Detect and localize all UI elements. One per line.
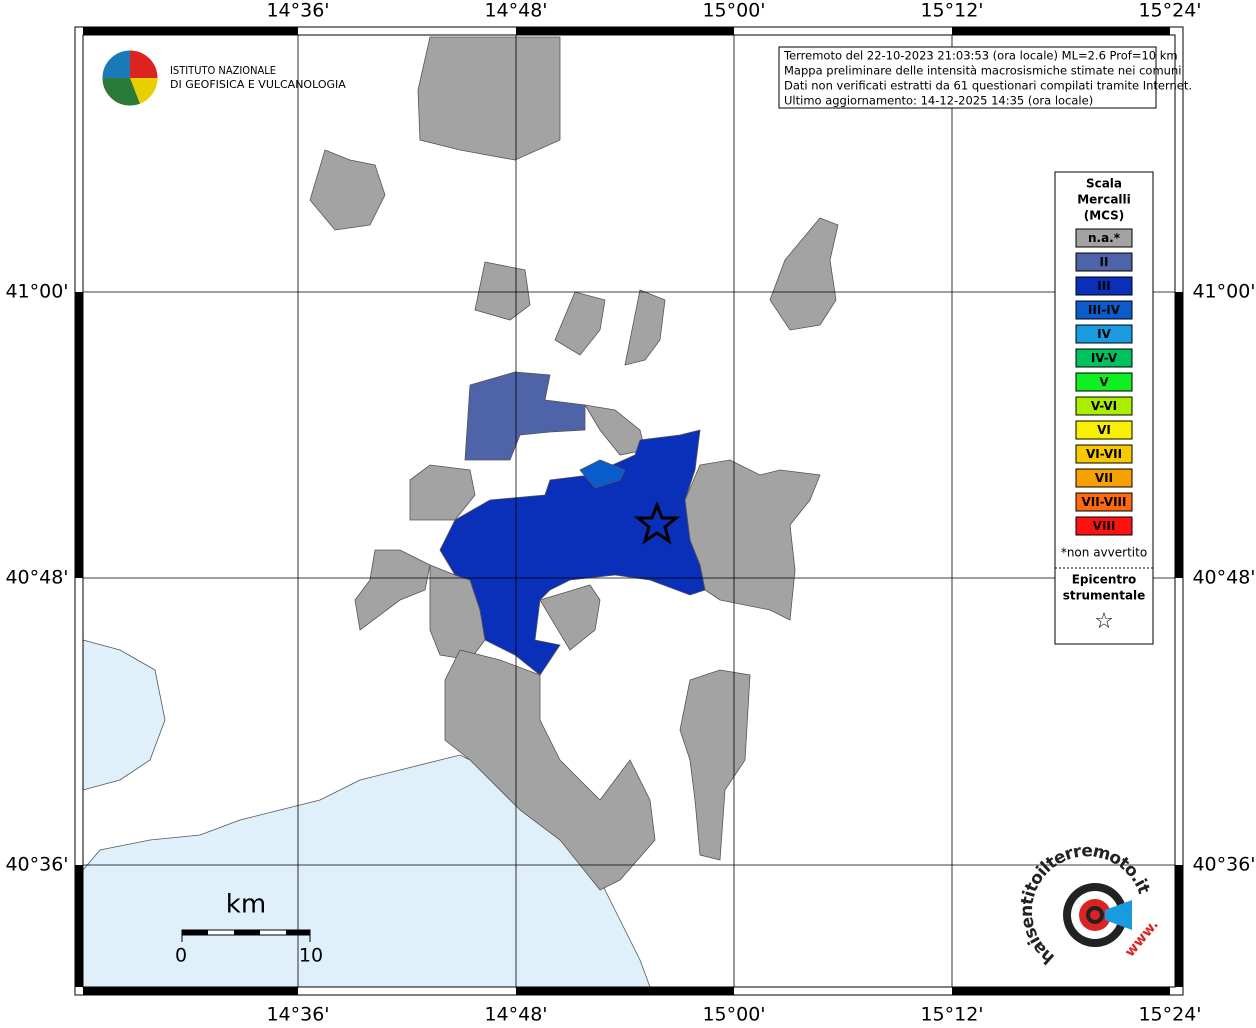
- legend-swatch: [1075, 324, 1133, 344]
- scale-label: 0: [175, 945, 187, 967]
- legend-epicenter: strumentale: [1063, 589, 1146, 603]
- lat-label: 41°00': [1192, 281, 1255, 303]
- legend-label: VI: [1097, 423, 1111, 437]
- legend-label: II: [1100, 255, 1109, 269]
- legend-label: V: [1099, 375, 1109, 389]
- legend-swatch: [1075, 228, 1133, 248]
- legend-label: VIII: [1093, 519, 1116, 533]
- legend-title: (MCS): [1084, 209, 1125, 223]
- lat-label: 40°36': [1192, 854, 1255, 876]
- legend-swatch: [1075, 444, 1133, 464]
- logo-line: DI GEOFISICA E VULCANOLOGIA: [170, 78, 346, 91]
- info-line: Terremoto del 22-10-2023 21:03:53 (ora l…: [783, 49, 1178, 63]
- legend-label: VI-VII: [1086, 447, 1122, 461]
- legend-swatch: [1075, 276, 1133, 296]
- legend-note: *non avvertito: [1061, 546, 1147, 560]
- legend-epicenter: Epicentro: [1072, 573, 1137, 587]
- legend-label: V-VI: [1091, 399, 1117, 413]
- scale-label: 10: [299, 945, 323, 967]
- municipalities: [309, 36, 839, 891]
- legend-label: n.a.*: [1088, 231, 1121, 245]
- legend-title: Scala: [1086, 177, 1122, 191]
- lat-label: 41°00': [5, 281, 68, 303]
- lat-label: 40°36': [5, 854, 68, 876]
- legend-swatch: [1075, 300, 1133, 320]
- epicenter-star: [633, 500, 681, 545]
- scale-unit: km: [226, 890, 266, 920]
- legend-label: III-IV: [1088, 303, 1121, 317]
- lat-label: 40°48': [5, 567, 68, 589]
- legend-title: Mercalli: [1077, 193, 1131, 207]
- lon-label: 15°24': [1138, 1004, 1201, 1025]
- info-line: Ultimo aggiornamento: 14-12-2025 14:35 (…: [784, 94, 1093, 108]
- lat-label: 40°48': [1192, 567, 1255, 589]
- legend-swatch: [1075, 348, 1133, 368]
- lon-label: 15°12': [920, 0, 983, 22]
- scale-bar: km 0 10: [175, 890, 323, 967]
- legend-swatch: [1075, 420, 1133, 440]
- legend-label: IV-V: [1091, 351, 1118, 365]
- lon-label: 15°00': [702, 0, 765, 22]
- lon-label: 14°48': [484, 0, 547, 22]
- lon-label: 15°24': [1138, 0, 1201, 22]
- ingv-logo: ISTITUTO NAZIONALE DI GEOFISICA E VULCAN…: [101, 49, 346, 107]
- lon-label: 15°12': [920, 1004, 983, 1025]
- legend-swatch: [1075, 252, 1133, 272]
- info-box: [778, 46, 1157, 109]
- legend-label: VII: [1095, 471, 1113, 485]
- legend-swatch: [1075, 372, 1133, 392]
- lon-label: 14°36': [266, 0, 329, 22]
- lon-label: 15°00': [702, 1004, 765, 1025]
- legend-swatch: [1075, 468, 1133, 488]
- sea: [82, 639, 651, 988]
- info-line: Dati non verificati estratti da 61 quest…: [784, 79, 1192, 93]
- info-line: Mappa preliminare delle intensità macros…: [784, 64, 1181, 78]
- legend-label: III: [1097, 279, 1110, 293]
- legend-label: VII-VIII: [1081, 495, 1126, 509]
- frame: [74, 26, 1184, 996]
- legend-symbol: ☆: [1094, 609, 1114, 634]
- legend-swatch: [1075, 396, 1133, 416]
- graticule: [83, 35, 1175, 987]
- legend-swatch: [1075, 492, 1133, 512]
- legend-swatch: [1075, 516, 1133, 536]
- lon-label: 14°48': [484, 1004, 547, 1025]
- logo-line: ISTITUTO NAZIONALE: [170, 64, 276, 77]
- legend-label: IV: [1097, 327, 1111, 341]
- lon-label: 14°36': [266, 1004, 329, 1025]
